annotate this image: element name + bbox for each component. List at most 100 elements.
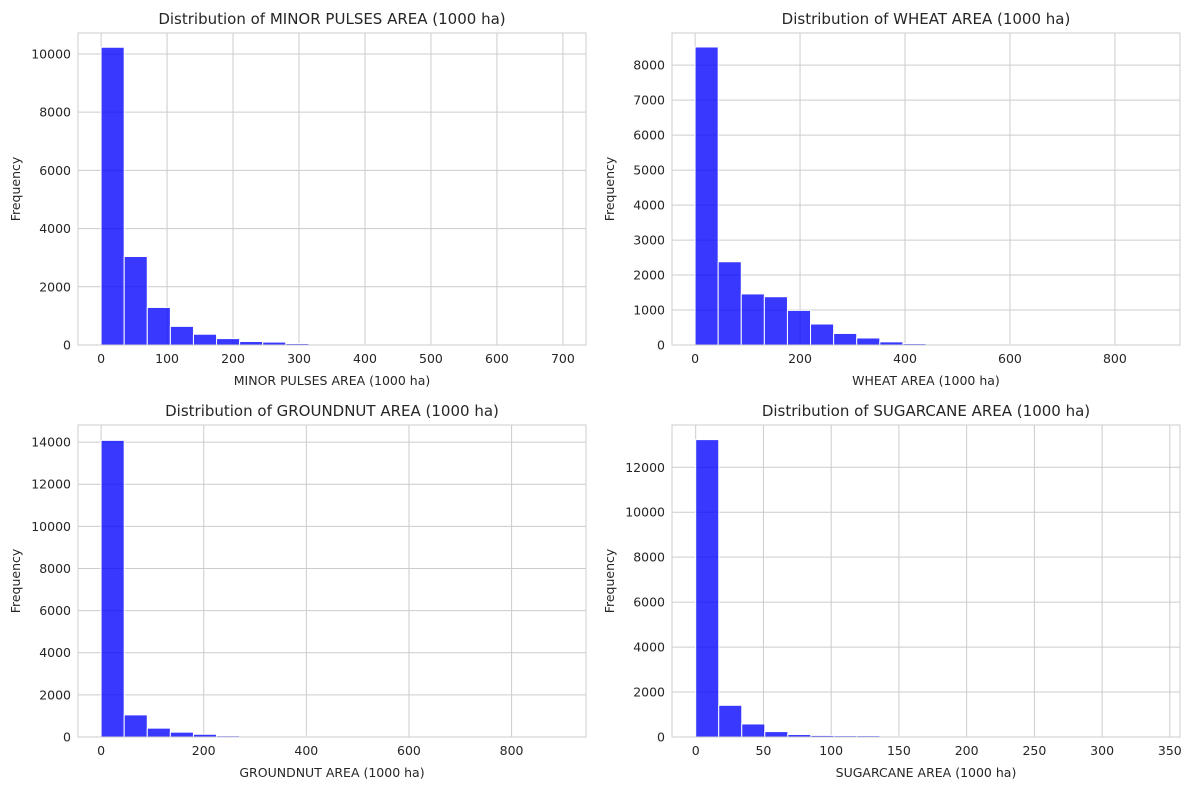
chart-title: Distribution of WHEAT AREA (1000 ha) (782, 10, 1071, 28)
y-tick-label: 6000 (633, 128, 665, 143)
x-axis-label: GROUNDNUT AREA (1000 ha) (239, 765, 424, 780)
y-tick-label: 10000 (31, 519, 71, 534)
y-tick-label: 0 (657, 730, 665, 745)
y-axis-label: Frequency (8, 548, 23, 613)
y-tick-label: 8000 (39, 105, 71, 120)
chart-title: Distribution of MINOR PULSES AREA (1000 … (158, 10, 505, 28)
x-tick-label: 400 (353, 351, 377, 366)
x-tick-label: 100 (155, 351, 179, 366)
y-tick-label: 10000 (625, 505, 665, 520)
histogram-bar (100, 439, 125, 738)
y-tick-label: 6000 (39, 163, 71, 178)
plot-frame (77, 424, 587, 738)
x-axis-label: MINOR PULSES AREA (1000 ha) (234, 373, 431, 388)
x-tick-label: 100 (819, 743, 843, 758)
y-tick-label: 12000 (31, 477, 71, 492)
y-tick-label: 6000 (633, 595, 665, 610)
x-tick-label: 0 (97, 351, 105, 366)
y-tick-label: 10000 (31, 46, 71, 61)
x-tick-label: 600 (485, 351, 509, 366)
y-tick-label: 4000 (39, 645, 71, 660)
histogram-bar (192, 333, 218, 346)
y-tick-label: 8000 (633, 550, 665, 565)
y-tick-label: 3000 (633, 233, 665, 248)
chart-panel-4: 0 50 100 150 200 250 300 350 0 2000 4000 6000 8000 10… (602, 402, 1182, 780)
histogram-bar (123, 714, 148, 738)
y-tick-label: 5000 (633, 163, 665, 178)
y-tick-label: 12000 (625, 460, 665, 475)
y-axis-label: Frequency (602, 156, 617, 221)
histogram-bar (810, 323, 835, 346)
histogram-bar (740, 293, 765, 346)
histogram-bar (239, 341, 264, 346)
x-tick-label: 500 (419, 351, 443, 366)
plot-frame (671, 424, 1181, 738)
y-tick-label: 0 (63, 338, 71, 353)
x-tick-label: 0 (691, 351, 699, 366)
y-tick-label: 7000 (633, 93, 665, 108)
y-tick-label: 4000 (633, 640, 665, 655)
histogram-bar (216, 338, 241, 346)
histogram-bar (146, 727, 171, 738)
x-tick-label: 0 (692, 743, 700, 758)
y-axis-label: Frequency (8, 156, 23, 221)
histogram-bar (146, 306, 171, 346)
y-tick-label: 1000 (633, 303, 665, 318)
x-tick-label: 600 (998, 351, 1022, 366)
histogram-bar (856, 337, 881, 346)
histogram-bar (741, 723, 766, 738)
histogram-bar (763, 296, 788, 346)
y-tick-label: 14000 (31, 435, 71, 450)
histogram-bar (833, 332, 858, 346)
histogram-bar (123, 256, 148, 346)
chart-title: Distribution of GROUNDNUT AREA (1000 ha) (165, 402, 499, 420)
y-tick-label: 2000 (633, 268, 665, 283)
y-tick-label: 6000 (39, 603, 71, 618)
y-tick-label: 8000 (633, 58, 665, 73)
histogram-bar (169, 325, 194, 346)
histogram-bar (764, 731, 789, 738)
x-tick-label: 50 (755, 743, 771, 758)
y-tick-label: 8000 (39, 561, 71, 576)
x-tick-label: 300 (287, 351, 311, 366)
x-tick-label: 600 (397, 743, 421, 758)
y-tick-label: 0 (63, 730, 71, 745)
y-axis-label: Frequency (602, 548, 617, 613)
y-tick-label: 0 (657, 338, 665, 353)
x-tick-label: 800 (500, 743, 524, 758)
histogram-bar (694, 46, 719, 346)
x-tick-label: 400 (893, 351, 917, 366)
x-tick-label: 350 (1158, 743, 1182, 758)
y-tick-label: 4000 (633, 198, 665, 213)
x-tick-label: 150 (887, 743, 911, 758)
x-tick-label: 400 (294, 743, 318, 758)
y-tick-label: 4000 (39, 221, 71, 236)
x-tick-label: 0 (97, 743, 105, 758)
histogram-bar (717, 261, 742, 346)
histogram-bar (786, 309, 812, 346)
histogram-bar (100, 46, 125, 346)
chart-panel-2: 0 200 400 600 800010002000300040005000600070… (602, 10, 1181, 388)
x-tick-label: 700 (551, 351, 575, 366)
histogram-bar (695, 439, 720, 738)
x-tick-label: 250 (1022, 743, 1046, 758)
x-tick-label: 200 (788, 351, 812, 366)
x-tick-label: 200 (955, 743, 979, 758)
plot-frame (77, 32, 587, 346)
chart-title: Distribution of SUGARCANE AREA (1000 ha) (762, 402, 1090, 420)
x-tick-label: 300 (1090, 743, 1114, 758)
y-tick-label: 2000 (39, 687, 71, 702)
chart-panel-1: 0 100 200 300 400 500 600 700 0 2000 4000 6000 8000 1… (8, 10, 587, 388)
x-axis-label: SUGARCANE AREA (1000 ha) (836, 765, 1017, 780)
plot-frame (671, 32, 1181, 346)
x-tick-label: 200 (192, 743, 216, 758)
y-tick-label: 2000 (39, 279, 71, 294)
y-tick-label: 2000 (633, 685, 665, 700)
histogram-bar (169, 731, 194, 738)
chart-panel-3: 0 200 400 600 800020004000600080001000012000… (8, 402, 587, 780)
x-tick-label: 800 (1103, 351, 1127, 366)
x-axis-label: WHEAT AREA (1000 ha) (852, 373, 1000, 388)
x-tick-label: 200 (221, 351, 245, 366)
histogram-bar (718, 704, 743, 738)
